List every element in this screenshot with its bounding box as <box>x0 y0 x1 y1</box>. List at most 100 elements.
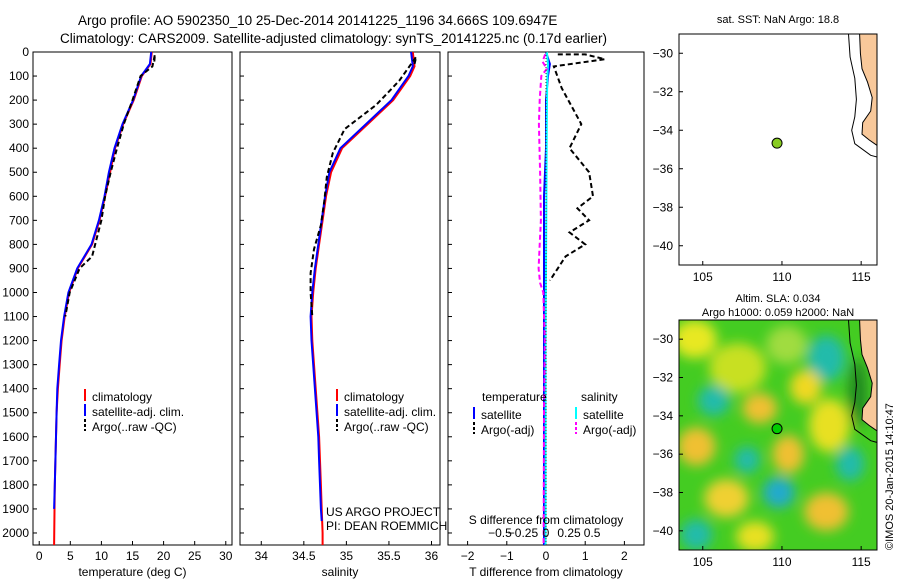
map-sla-xtick-label: 105 <box>693 555 713 569</box>
map-sla-ytick-label: −36 <box>653 447 674 461</box>
map-sst-land <box>859 34 877 146</box>
temperature-ytick-label: 1000 <box>2 285 29 299</box>
map-sla-anomaly-cell <box>734 446 760 474</box>
difference-xtick-label: −2 <box>461 549 475 563</box>
difference-xtick-label: 2 <box>621 549 628 563</box>
map-sla-anomaly-cell <box>789 369 822 405</box>
difference-panel: −2 −1 0 1 2 T difference from climatology −0.5… <box>447 51 645 579</box>
temperature-ytick-label: 2000 <box>2 526 29 540</box>
map-sst-plot-area <box>679 34 877 265</box>
map-sla-anomaly-cell <box>835 446 865 481</box>
map-sla-xtick-label: 110 <box>772 555 791 569</box>
temperature-xlabel: temperature (deg C) <box>78 565 186 579</box>
temperature-ytick-label: 300 <box>9 117 29 131</box>
map-sla-anomaly-cell <box>742 392 778 424</box>
difference-s-tick-label: 0.25 <box>557 526 581 540</box>
temperature-xtick-label: 10 <box>95 549 109 563</box>
map-sst-ytick-label: −32 <box>653 85 674 99</box>
map-sla-anomaly-cell <box>736 521 775 550</box>
map-sst-xtick-label: 115 <box>852 270 871 284</box>
temperature-ytick-label: 900 <box>9 261 29 275</box>
temperature-series-argo-raw-qc- <box>64 54 156 317</box>
map-sst-ocean <box>679 34 877 265</box>
temperature-ytick-label: 100 <box>9 69 29 83</box>
difference-legend-salinity-title: salinity <box>581 390 618 404</box>
temperature-ytick-label: 700 <box>9 213 29 227</box>
map-sst-xtick-label: 110 <box>772 270 791 284</box>
temperature-legend-label: Argo(..raw -QC) <box>92 420 177 434</box>
difference-s-tick-label: −0.25 <box>508 526 539 540</box>
temperature-ytick-label: 1700 <box>2 454 29 468</box>
temperature-xtick-label: 30 <box>219 549 233 563</box>
map-sst-frame <box>678 33 878 266</box>
map-sst-ytick-label: −40 <box>653 239 674 253</box>
map-sst-isobath <box>848 34 877 158</box>
difference-xlabel: T difference from climatology <box>469 565 623 579</box>
difference-series-salinity-argo-adj- <box>537 54 549 546</box>
map-sla-title-line2: Argo h1000: 0.059 h2000: NaN <box>702 307 854 319</box>
difference-s-tick-label: −0.5 <box>488 526 512 540</box>
map-sla-anomaly-cell <box>704 479 749 518</box>
map-sst-xtick-label: 105 <box>693 270 713 284</box>
map-sla-anomaly-cell <box>679 427 716 466</box>
map-sla-anomaly-cell <box>680 519 713 550</box>
map-sla-anomaly-cell <box>772 435 805 474</box>
salinity-annotation: PI: DEAN ROEMMICH <box>326 519 447 533</box>
temperature-ytick-label: 1600 <box>2 430 29 444</box>
map-sla-land <box>859 320 877 432</box>
map-sla-ytick-label: −32 <box>653 371 674 385</box>
map-sla-frame <box>678 319 878 551</box>
map-sla-panel: 105 110 115 −30 −32 −34 −36 −38 −40 Altim. SLA: 0… <box>653 293 878 569</box>
map-sst-argo-marker <box>771 137 783 149</box>
map-sla-anomaly-cell <box>762 477 795 508</box>
temperature-legend-label: satellite-adj. clim. <box>92 405 184 419</box>
temperature-ytick-label: 1500 <box>2 406 29 420</box>
temperature-xtick-label: 5 <box>67 549 74 563</box>
temperature-ytick-label: 0 <box>22 45 29 59</box>
map-sla-ytick-label: −38 <box>653 486 674 500</box>
temperature-ytick-label: 600 <box>9 189 29 203</box>
map-sla-title-line1: Altim. SLA: 0.034 <box>736 293 821 305</box>
map-sla-ytick-label: −34 <box>653 409 674 423</box>
map-sst-panel: 105 110 115 −30 −32 −34 −36 −38 −40 sat. SST: NaN… <box>653 14 878 284</box>
difference-legend-label: satellite <box>481 408 522 422</box>
salinity-legend-label: satellite-adj. clim. <box>344 405 436 419</box>
map-sla-anomaly-cell <box>709 343 767 393</box>
map-sla-plot-area <box>679 320 877 550</box>
map-sla-anomaly-cell <box>679 320 718 359</box>
difference-s-tick-label: 0 <box>543 526 550 540</box>
map-sst-ytick-label: −38 <box>653 200 674 214</box>
difference-legend-label: satellite <box>583 408 624 422</box>
salinity-xtick-label: 36 <box>425 549 439 563</box>
temperature-ytick-label: 1900 <box>2 502 29 516</box>
salinity-annotation: US ARGO PROJECT <box>326 505 441 519</box>
salinity-series-argo-raw-qc- <box>309 56 418 317</box>
temperature-ytick-label: 1300 <box>2 358 29 372</box>
difference-s-axis-label: S difference from climatology <box>469 513 624 527</box>
map-sla-ytick-label: −40 <box>653 524 674 538</box>
map-sla-isobath <box>848 320 877 443</box>
map-sla-anomaly-field <box>679 320 868 550</box>
temperature-xtick-label: 25 <box>188 549 202 563</box>
map-sst-title: sat. SST: NaN Argo: 18.8 <box>717 14 839 26</box>
difference-xtick-label: 1 <box>582 549 589 563</box>
temperature-ytick-label: 1100 <box>3 310 29 324</box>
salinity-xlabel: salinity <box>322 565 359 579</box>
imos-credit: ©IMOS 20-Jan-2015 14:10:47 <box>884 403 896 550</box>
temperature-ytick-label: 1800 <box>2 478 29 492</box>
map-sst-ytick-label: −36 <box>653 162 674 176</box>
difference-series-temperature-argo-adj- <box>549 53 606 282</box>
difference-xtick-label: 0 <box>543 549 550 563</box>
map-sla-anomaly-cell <box>698 385 730 416</box>
temperature-legend-label: climatology <box>92 390 152 404</box>
salinity-xtick-label: 34.5 <box>292 549 316 563</box>
salinity-xtick-label: 35.5 <box>377 549 401 563</box>
difference-s-tick-label: 0.5 <box>584 526 601 540</box>
figure-title-line2: Climatology: CARS2009. Satellite-adjuste… <box>60 31 607 46</box>
map-sla-anomaly-cell <box>766 325 808 365</box>
salinity-legend-label: climatology <box>344 390 404 404</box>
figure-title-line1: Argo profile: AO 5902350_10 25-Dec-2014 … <box>78 13 557 28</box>
temperature-panel: 0 5 10 15 20 25 300100200300400500600700800900… <box>2 45 232 579</box>
salinity-xtick-label: 35 <box>340 549 354 563</box>
chart-layer: 0 5 10 15 20 25 300100200300400500600700800900… <box>2 14 878 579</box>
